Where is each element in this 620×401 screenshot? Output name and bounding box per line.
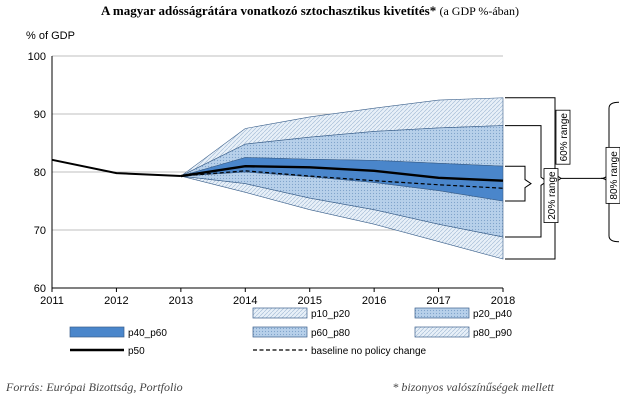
bracket-80-brace-bottom xyxy=(600,177,620,243)
y-tick-label-80: 80 xyxy=(34,167,46,179)
x-tick-label-2015: 2015 xyxy=(297,295,321,307)
annotation-80-range-box xyxy=(605,146,620,204)
bracket-60 xyxy=(505,125,548,238)
annotation-80-range-group: 80% range xyxy=(605,146,620,204)
source-note: Forrás: Európai Bizottság, Portfolio xyxy=(6,380,183,394)
annotation-60-range: 60% range xyxy=(559,113,570,162)
legend-p10_p20-swatch xyxy=(252,307,308,319)
annotation-80-range: 80% range xyxy=(609,151,620,200)
y-tick-label-70: 70 xyxy=(34,225,46,237)
y-tick-label-90: 90 xyxy=(34,109,46,121)
legend-p80_p90-swatch xyxy=(414,326,470,338)
legend-p80_p90-label: p80_p90 xyxy=(473,328,512,339)
x-tick-label-2016: 2016 xyxy=(362,295,386,307)
annotation-20-range-box xyxy=(543,168,559,224)
legend-p50-label: p50 xyxy=(128,346,145,357)
legend-p20_p40-swatch xyxy=(414,307,470,319)
legend-p10_p20-label: p10_p20 xyxy=(311,309,350,320)
history-line xyxy=(51,158,181,178)
annotation-60-range-box xyxy=(555,109,571,165)
chart-title-main: A magyar adósságrátára vonatkozó sztocha… xyxy=(100,3,437,18)
annotation-20-range-group: 20% range xyxy=(543,168,559,224)
y-tick-label-100: 100 xyxy=(28,51,46,63)
annotation-60-range-group: 60% range xyxy=(555,109,571,165)
legend-p40_p60-label: p40_p60 xyxy=(128,328,167,339)
annotation-20-range: 20% range xyxy=(547,171,558,220)
legend-p40_p60-swatch xyxy=(69,326,125,338)
x-tick-label-2014: 2014 xyxy=(233,295,257,307)
baseline-line xyxy=(180,170,504,189)
y-axis-label: % of GDP xyxy=(26,30,75,42)
x-tick-label-2011: 2011 xyxy=(40,295,64,307)
x-tick-label-2017: 2017 xyxy=(426,295,450,307)
p50-line xyxy=(180,164,504,182)
legend-p60_p80-label: p60_p80 xyxy=(311,328,350,339)
x-tick-label-2018: 2018 xyxy=(491,295,515,307)
band-p40-p60 xyxy=(180,157,504,202)
legend-p60_p80-swatch xyxy=(252,326,308,338)
plot-area: % of GDP 60 70 80 90 100 2011 2012 2013 2014 2015 2… xyxy=(26,30,620,357)
bracket-20 xyxy=(505,165,532,202)
x-tick-label-2012: 2012 xyxy=(104,295,128,307)
legend-baseline-no-policy-change-label: baseline no policy change xyxy=(311,346,427,357)
legend-p20_p40-label: p20_p40 xyxy=(473,309,512,320)
y-tick-label-60: 60 xyxy=(34,283,46,295)
bracket-80-brace-top xyxy=(600,101,620,179)
chart-title: A magyar adósságrátára vonatkozó sztocha… xyxy=(0,3,620,19)
x-tick-label-2013: 2013 xyxy=(169,295,193,307)
fan-chart: % of GDP 60 70 80 90 100 2011 2012 2013 2014 2015 2… xyxy=(26,30,620,357)
chart-title-subtitle: (a GDP %-ában) xyxy=(439,4,519,18)
footnote: * bizonyos valószínűségek mellett xyxy=(392,380,554,394)
